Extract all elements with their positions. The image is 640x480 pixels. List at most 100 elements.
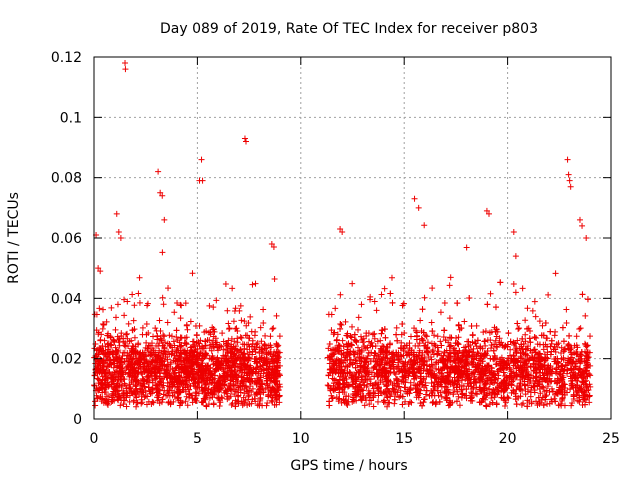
data-point xyxy=(186,361,193,368)
data-point xyxy=(434,381,441,388)
data-point xyxy=(536,399,543,406)
data-point xyxy=(507,338,514,345)
data-point xyxy=(578,355,585,362)
data-point xyxy=(421,342,428,349)
data-point xyxy=(244,375,251,382)
data-point xyxy=(94,395,101,402)
data-point xyxy=(102,351,109,358)
data-point xyxy=(109,378,116,385)
data-point xyxy=(115,228,122,235)
data-point xyxy=(522,367,529,374)
data-point xyxy=(215,377,222,384)
data-point xyxy=(354,360,361,367)
data-point xyxy=(183,334,190,341)
data-point xyxy=(564,370,571,377)
data-point xyxy=(214,358,221,365)
data-point xyxy=(171,389,178,396)
data-point xyxy=(584,373,591,380)
data-point xyxy=(129,291,136,298)
data-point xyxy=(108,381,115,388)
data-point xyxy=(106,368,113,375)
data-point xyxy=(161,333,168,340)
data-point xyxy=(198,156,205,163)
data-point xyxy=(420,376,427,383)
data-point xyxy=(105,393,112,400)
data-point xyxy=(540,384,547,391)
data-point xyxy=(247,313,254,320)
data-point xyxy=(419,402,426,409)
data-point xyxy=(199,399,206,406)
data-point xyxy=(111,360,118,367)
data-point xyxy=(577,352,584,359)
data-point xyxy=(235,349,242,356)
data-point xyxy=(540,402,547,409)
data-point xyxy=(531,298,538,305)
data-point xyxy=(270,244,277,251)
data-point xyxy=(335,370,342,377)
data-point xyxy=(408,399,415,406)
data-point xyxy=(504,394,511,401)
data-point xyxy=(542,396,549,403)
data-point xyxy=(348,334,355,341)
data-point xyxy=(346,368,353,375)
data-point xyxy=(361,343,368,350)
data-point xyxy=(233,357,240,364)
data-point xyxy=(328,352,335,359)
data-point xyxy=(174,299,181,306)
data-point xyxy=(358,333,365,340)
data-point xyxy=(468,390,475,397)
data-point xyxy=(399,302,406,309)
data-point xyxy=(177,301,184,308)
data-point xyxy=(538,332,545,339)
data-point xyxy=(238,358,245,365)
data-point xyxy=(253,343,260,350)
data-point xyxy=(138,400,145,407)
data-point xyxy=(232,397,239,404)
data-point xyxy=(393,324,400,331)
data-point xyxy=(369,331,376,338)
data-point xyxy=(256,349,263,356)
data-point xyxy=(384,403,391,410)
data-point xyxy=(422,391,429,398)
data-point xyxy=(254,363,261,370)
data-point xyxy=(434,387,441,394)
data-point xyxy=(159,376,166,383)
data-point xyxy=(104,356,111,363)
data-point xyxy=(505,330,512,337)
data-point xyxy=(373,307,380,314)
data-point xyxy=(246,392,253,399)
data-point xyxy=(465,349,472,356)
data-point xyxy=(486,401,493,408)
data-point xyxy=(386,361,393,368)
data-point xyxy=(357,396,364,403)
data-point xyxy=(440,334,447,341)
data-point xyxy=(359,387,366,394)
data-point xyxy=(134,359,141,366)
data-point xyxy=(207,374,214,381)
data-point xyxy=(447,343,454,350)
data-point xyxy=(537,390,544,397)
data-point xyxy=(113,210,120,217)
data-point xyxy=(337,225,344,232)
data-point xyxy=(458,382,465,389)
data-point xyxy=(164,340,171,347)
data-point xyxy=(115,336,122,343)
data-point xyxy=(276,381,283,388)
data-point xyxy=(140,352,147,359)
data-point xyxy=(519,285,526,292)
data-point xyxy=(223,342,230,349)
data-point xyxy=(181,350,188,357)
data-point xyxy=(153,374,160,381)
data-point xyxy=(547,328,554,335)
y-tick-labels: 00.020.040.060.080.10.12 xyxy=(51,50,82,428)
data-point xyxy=(508,382,515,389)
data-point xyxy=(131,302,138,309)
data-point xyxy=(354,344,361,351)
data-point xyxy=(116,363,123,370)
data-point xyxy=(347,333,354,340)
data-point xyxy=(139,389,146,396)
data-point xyxy=(410,351,417,358)
data-point xyxy=(185,357,192,364)
data-point xyxy=(156,387,163,394)
